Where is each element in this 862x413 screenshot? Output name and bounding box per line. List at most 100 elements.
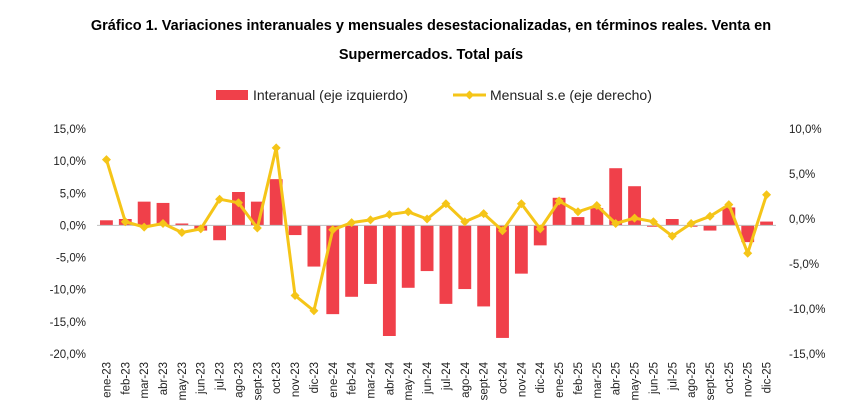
x-tick-label: feb-24 <box>347 361 359 394</box>
x-tick-label: dic-24 <box>535 361 547 393</box>
bar-mar-24 <box>364 225 377 284</box>
bar-ago-24 <box>458 225 472 290</box>
x-axis: ene-23 feb-23 mar-23 abr-23 may-23 jun-23 jul-… <box>101 361 773 400</box>
line-series <box>101 143 772 316</box>
line-point-sept-25 <box>705 211 715 221</box>
right-axis-tick-label: 0,0% <box>789 214 815 226</box>
x-tick-label: abr-24 <box>384 361 396 395</box>
line-point-nov-23 <box>290 291 300 300</box>
left-axis-tick-label: 10,0% <box>53 156 86 168</box>
bar-nov-23 <box>288 225 302 236</box>
bar-jul-25 <box>665 219 679 226</box>
x-tick-label: nov-25 <box>743 362 755 397</box>
line-point-jul-25 <box>667 231 677 241</box>
line-point-may-24 <box>403 207 413 217</box>
x-tick-label: ene-24 <box>328 361 340 397</box>
legend: Interanual (eje izquierdo) Mensual s.e (… <box>216 87 652 103</box>
line-point-feb-25 <box>573 207 583 217</box>
line-point-nov-24 <box>516 199 526 209</box>
x-tick-label: abr-25 <box>611 362 623 395</box>
bar-oct-23 <box>269 179 283 226</box>
line-point-feb-23 <box>120 217 130 227</box>
mensual-line <box>104 146 768 313</box>
bar-jul-24 <box>439 225 453 304</box>
line-point-feb-24 <box>347 218 357 228</box>
x-tick-label: may-24 <box>403 361 415 400</box>
left-axis-tick-label: -5,0% <box>56 253 86 265</box>
left-axis: 15,0% 10,0% 5,0% 0,0% -5,0% -10,0% -15,0% -20,0… <box>50 124 86 361</box>
x-tick-label: oct-25 <box>724 362 736 394</box>
x-tick-label: nov-23 <box>290 362 302 397</box>
line-point-sept-23 <box>252 223 262 233</box>
bar-dic-23 <box>307 225 321 267</box>
bar-sept-24 <box>477 225 491 307</box>
line-point-ago-23 <box>233 198 243 208</box>
line-point-ene-24 <box>328 225 338 235</box>
right-axis-tick-label: 5,0% <box>789 169 815 181</box>
line-point-ago-25 <box>686 219 696 228</box>
line-point-jul-24 <box>441 199 451 209</box>
right-axis: 10,0% 5,0% 0,0% -5,0% -10,0% -15,0% <box>789 124 825 361</box>
bar-abr-25 <box>609 168 623 226</box>
x-tick-label: ago-23 <box>233 362 245 398</box>
x-tick-label: mar-23 <box>139 362 151 398</box>
bar-abr-24 <box>382 225 396 336</box>
bar-sept-25 <box>703 225 717 231</box>
x-tick-label: mar-25 <box>592 362 604 398</box>
bar-abr-23 <box>156 202 170 226</box>
bar-feb-25 <box>571 217 585 226</box>
line-point-dic-25 <box>762 190 772 200</box>
left-axis-tick-label: -10,0% <box>50 285 86 297</box>
bar-mar-25 <box>590 208 604 226</box>
right-axis-tick-label: -5,0% <box>789 259 819 271</box>
x-tick-label: ene-23 <box>101 362 113 398</box>
line-point-oct-25 <box>724 200 734 210</box>
chart-title-line1: Gráfico 1. Variaciones interanuales y me… <box>91 18 771 34</box>
x-tick-label: jul-23 <box>215 362 227 391</box>
x-tick-label: sept-25 <box>705 362 717 400</box>
x-tick-label: may-23 <box>177 362 189 400</box>
line-point-abr-23 <box>158 219 168 228</box>
line-point-oct-23 <box>271 143 281 153</box>
left-axis-tick-label: 5,0% <box>60 188 86 200</box>
legend-line-marker <box>465 90 474 100</box>
line-point-jun-24 <box>422 214 432 224</box>
bar-jun-24 <box>420 225 434 272</box>
x-tick-label: jul-24 <box>441 361 453 391</box>
x-tick-label: nov-24 <box>516 361 528 397</box>
line-point-oct-24 <box>498 226 508 236</box>
line-point-dic-23 <box>309 306 319 316</box>
bar-ago-23 <box>232 192 245 226</box>
bar-series <box>100 168 773 338</box>
bar-nov-25 <box>741 225 755 243</box>
bar-may-25 <box>628 186 641 226</box>
line-point-jul-23 <box>215 194 225 204</box>
x-tick-label: dic-23 <box>309 362 321 393</box>
line-point-sept-24 <box>479 209 489 219</box>
x-tick-label: feb-23 <box>120 362 132 395</box>
x-tick-label: oct-24 <box>498 361 510 394</box>
left-axis-tick-label: -20,0% <box>50 349 86 361</box>
bar-feb-24 <box>345 225 359 297</box>
x-tick-label: ago-25 <box>686 362 698 398</box>
left-axis-tick-label: 0,0% <box>60 220 86 232</box>
x-tick-label: ene-25 <box>554 362 566 398</box>
line-point-ene-23 <box>101 155 111 165</box>
line-point-mar-24 <box>365 215 375 225</box>
x-tick-label: ago-24 <box>460 361 472 397</box>
bar-oct-24 <box>496 225 509 338</box>
line-point-ene-25 <box>554 196 564 206</box>
x-tick-label: dic-25 <box>762 362 774 393</box>
x-tick-label: jun-25 <box>648 362 660 395</box>
bar-mar-23 <box>137 201 151 226</box>
bar-dic-24 <box>533 225 547 246</box>
line-point-jun-25 <box>648 217 658 227</box>
x-tick-label: sept-23 <box>252 362 264 400</box>
x-tick-label: mar-24 <box>365 361 377 398</box>
x-tick-label: feb-25 <box>573 362 585 395</box>
bar-dic-25 <box>760 221 773 226</box>
left-axis-tick-label: 15,0% <box>53 124 86 136</box>
line-point-may-23 <box>177 228 187 237</box>
line-point-ago-24 <box>460 217 470 227</box>
legend-label-mensual: Mensual s.e (eje derecho) <box>490 87 652 103</box>
